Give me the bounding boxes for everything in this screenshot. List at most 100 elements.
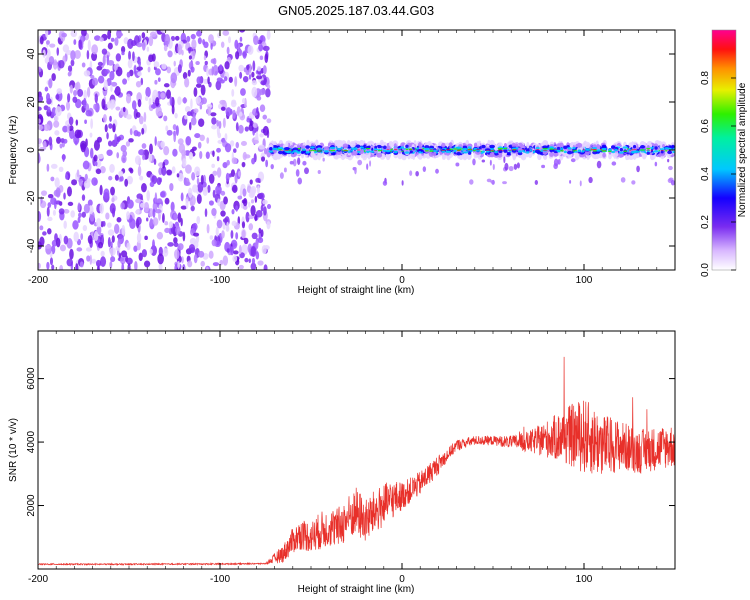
heatmap-noise-cell xyxy=(196,177,200,186)
heatmap-noise-cell xyxy=(188,55,192,60)
heatmap-noise-cell xyxy=(265,88,271,98)
heatmap-noise-cell xyxy=(257,65,262,72)
heatmap-noise-cell xyxy=(99,166,106,174)
heatmap-noise-cell xyxy=(249,120,254,127)
heatmap-noise-cell xyxy=(71,179,78,186)
heatmap-band-cell xyxy=(365,147,371,150)
snr-panel: -200 -100 0 100 2000 4000 6000 Height of strai… xyxy=(8,330,676,595)
heatmap-band-cell xyxy=(386,148,390,150)
heatmap-noise-cell xyxy=(143,202,150,213)
heatmap-noise-cell xyxy=(87,199,93,207)
heatmap-noise-cell xyxy=(137,165,142,177)
heatmap-noise-cell xyxy=(264,53,269,64)
heatmap-noise-cell xyxy=(107,59,115,66)
heatmap-band-cell xyxy=(455,146,462,149)
heatmap-noise-cell xyxy=(232,109,236,119)
heatmap-noise-cell xyxy=(136,216,142,225)
heatmap-noise-cell xyxy=(235,232,239,240)
heatmap-noise-cell xyxy=(172,124,177,131)
heatmap-band-cell xyxy=(269,147,273,151)
heatmap-band-cell xyxy=(330,149,336,152)
heatmap-noise-cell xyxy=(59,264,64,270)
heatmap-noise-cell xyxy=(126,71,131,78)
heatmap-noise-cell xyxy=(139,202,145,208)
heatmap-noise-cell xyxy=(114,133,118,144)
heatmap-noise-cell xyxy=(96,136,102,143)
heatmap-noise-cell xyxy=(263,147,267,155)
heatmap-noise-cell xyxy=(260,80,267,86)
heatmap-noise-cell xyxy=(122,78,128,85)
heatmap-noise-cell xyxy=(86,255,91,262)
heatmap-noise-cell xyxy=(91,258,97,264)
heatmap-noise-cell xyxy=(220,41,225,48)
heatmap-noise-cell xyxy=(143,260,151,268)
heatmap-noise-cell xyxy=(156,177,162,186)
heatmap-noise-cell xyxy=(189,122,192,131)
heatmap-noise-cell xyxy=(121,224,126,236)
heatmap-noise-cell xyxy=(252,139,259,144)
heatmap-noise-cell xyxy=(222,161,228,169)
heatmap-noise-cell xyxy=(120,256,126,265)
heatmap-noise-cell xyxy=(207,76,210,85)
heatmap-noise-cell xyxy=(83,203,90,214)
heatmap-noise-cell xyxy=(241,229,246,239)
heatmap-noise-cell xyxy=(127,38,134,50)
heatmap-noise-cell xyxy=(190,98,193,109)
heatmap-band-cell xyxy=(618,151,625,154)
heatmap-noise-cell xyxy=(118,170,124,177)
heatmap-noise-cell xyxy=(87,235,93,244)
heatmap-noise-cell xyxy=(149,143,153,155)
heatmap-noise-cell xyxy=(208,34,214,44)
heatmap-noise-cell xyxy=(110,84,113,92)
heatmap-noise-cell xyxy=(244,126,249,132)
heatmap-noise-cell xyxy=(258,144,265,150)
snr-x-tick-label: 100 xyxy=(576,574,593,585)
heatmap-noise-cell xyxy=(102,220,106,227)
heatmap-noise-cell xyxy=(162,247,169,257)
heatmap-noise-cell xyxy=(38,66,42,73)
heatmap-noise-cell xyxy=(50,197,57,205)
heatmap-noise-cell xyxy=(90,74,95,79)
heatmap-band-cell xyxy=(517,151,523,156)
heatmap-noise-cell xyxy=(225,107,232,117)
heatmap-band-cell xyxy=(316,150,323,152)
heatmap-noise-cell xyxy=(142,154,146,161)
heatmap-noise-cell xyxy=(240,88,246,96)
heatmap-noise-cell xyxy=(203,41,209,49)
heatmap-band-cell xyxy=(374,150,378,152)
heatmap-band-cell xyxy=(295,169,300,177)
heatmap-noise-cell xyxy=(119,175,124,182)
heatmap-noise-cell xyxy=(192,222,198,231)
heatmap-band-cell xyxy=(553,163,558,170)
heatmap-noise-cell xyxy=(164,197,170,205)
heatmap-noise-cell xyxy=(184,181,191,186)
heatmap-noise-cell xyxy=(174,112,178,119)
heatmap-noise-cell xyxy=(126,242,131,251)
heatmap-band-cell xyxy=(355,144,361,149)
heatmap-noise-cell xyxy=(180,192,184,202)
heatmap-noise-cell xyxy=(53,120,60,128)
heatmap-band-cell xyxy=(453,148,459,150)
heatmap-band-cell xyxy=(343,149,348,151)
heatmap-band-cell xyxy=(292,150,299,153)
spectrogram-y-tick-label: 0 xyxy=(26,147,37,153)
heatmap-band-cell xyxy=(366,150,370,154)
heatmap-noise-cell xyxy=(170,72,178,84)
heatmap-band-cell xyxy=(492,163,495,171)
heatmap-noise-cell xyxy=(81,30,87,37)
heatmap-band-cell xyxy=(622,146,629,149)
heatmap-noise-cell xyxy=(248,223,254,231)
heatmap-noise-cell xyxy=(212,57,217,65)
heatmap-noise-cell xyxy=(94,93,98,104)
heatmap-band-cell xyxy=(563,150,567,154)
heatmap-band-cell xyxy=(570,158,576,163)
heatmap-noise-cell xyxy=(70,30,78,38)
heatmap-band-cell xyxy=(268,150,274,153)
heatmap-noise-cell xyxy=(45,244,51,249)
heatmap-noise-cell xyxy=(107,222,112,228)
heatmap-band-cell xyxy=(456,152,462,156)
heatmap-noise-cell xyxy=(109,203,116,214)
heatmap-noise-cell xyxy=(251,86,258,98)
heatmap-noise-cell xyxy=(211,163,215,169)
heatmap-noise-cell xyxy=(231,184,238,193)
